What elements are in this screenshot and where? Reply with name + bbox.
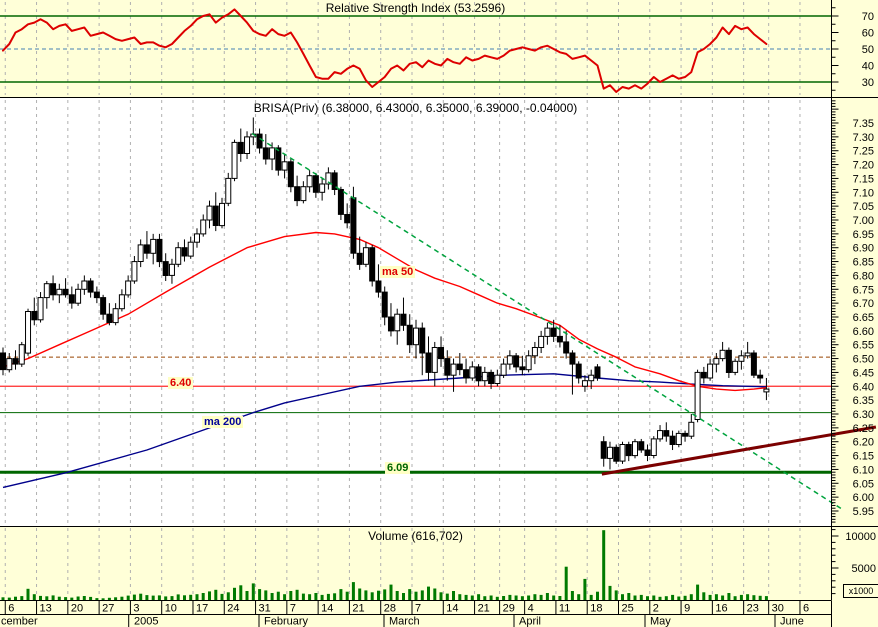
svg-text:7: 7 <box>290 603 296 615</box>
svg-text:6.15: 6.15 <box>853 451 874 463</box>
svg-text:24: 24 <box>227 603 239 615</box>
svg-text:4: 4 <box>528 603 534 615</box>
svg-text:14: 14 <box>446 603 458 615</box>
svg-text:6.70: 6.70 <box>853 298 874 310</box>
svg-text:7.15: 7.15 <box>853 173 874 185</box>
svg-text:6.80: 6.80 <box>853 270 874 282</box>
svg-text:25: 25 <box>621 603 633 615</box>
svg-text:6.25: 6.25 <box>853 423 874 435</box>
svg-text:7.00: 7.00 <box>853 215 874 227</box>
support-640-label: 6.40 <box>168 377 194 389</box>
svg-text:9: 9 <box>684 603 690 615</box>
svg-text:6.00: 6.00 <box>853 492 874 504</box>
svg-text:May: May <box>650 616 671 627</box>
svg-text:2: 2 <box>653 603 659 615</box>
svg-text:10: 10 <box>165 603 177 615</box>
svg-text:16: 16 <box>715 603 727 615</box>
svg-text:20: 20 <box>71 603 83 615</box>
svg-text:31: 31 <box>259 603 271 615</box>
svg-text:6.95: 6.95 <box>853 229 874 241</box>
svg-text:17: 17 <box>196 603 208 615</box>
svg-text:6.60: 6.60 <box>853 326 874 338</box>
volume-scale-label: x1000 <box>843 584 878 598</box>
svg-text:7.20: 7.20 <box>853 160 874 172</box>
svg-text:30: 30 <box>772 603 784 615</box>
svg-text:6: 6 <box>803 603 809 615</box>
svg-text:7: 7 <box>415 603 421 615</box>
volume-panel-title: Volume (616,702) <box>368 529 463 543</box>
svg-text:13: 13 <box>40 603 52 615</box>
svg-text:7.30: 7.30 <box>853 132 874 144</box>
svg-text:5.95: 5.95 <box>853 506 874 518</box>
svg-text:cember: cember <box>1 616 38 627</box>
svg-text:60: 60 <box>862 28 874 40</box>
svg-text:March: March <box>389 616 420 627</box>
svg-text:6.55: 6.55 <box>853 340 874 352</box>
svg-text:6.50: 6.50 <box>853 354 874 366</box>
price-panel-title: BRISA(Priv) (6.38000, 6.43000, 6.35000, … <box>253 101 578 115</box>
svg-text:14: 14 <box>321 603 333 615</box>
svg-text:June: June <box>780 616 804 627</box>
svg-text:6.30: 6.30 <box>853 409 874 421</box>
svg-text:6.05: 6.05 <box>853 478 874 490</box>
svg-text:27: 27 <box>102 603 114 615</box>
svg-text:11: 11 <box>559 603 570 615</box>
svg-text:6.75: 6.75 <box>853 284 874 296</box>
svg-text:6.10: 6.10 <box>853 464 874 476</box>
svg-text:18: 18 <box>590 603 602 615</box>
svg-text:70: 70 <box>862 11 874 23</box>
svg-text:10000: 10000 <box>845 531 876 543</box>
svg-text:29: 29 <box>503 603 515 615</box>
svg-text:6: 6 <box>8 603 14 615</box>
svg-text:6.40: 6.40 <box>853 381 874 393</box>
svg-text:21: 21 <box>352 603 364 615</box>
svg-text:7.25: 7.25 <box>853 146 874 158</box>
svg-text:6.65: 6.65 <box>853 312 874 324</box>
svg-text:23: 23 <box>747 603 759 615</box>
svg-text:21: 21 <box>478 603 490 615</box>
svg-text:28: 28 <box>384 603 396 615</box>
svg-text:40: 40 <box>862 61 874 73</box>
svg-text:7.10: 7.10 <box>853 187 874 199</box>
ma200-label: ma 200 <box>202 416 244 428</box>
svg-text:2005: 2005 <box>134 616 158 627</box>
svg-text:April: April <box>519 616 541 627</box>
svg-text:6.20: 6.20 <box>853 437 874 449</box>
svg-text:6.90: 6.90 <box>853 243 874 255</box>
svg-text:30: 30 <box>862 77 874 89</box>
rsi-panel-title: Relative Strength Index (53.2596) <box>325 1 506 15</box>
svg-text:6.35: 6.35 <box>853 395 874 407</box>
svg-text:7.05: 7.05 <box>853 201 874 213</box>
svg-text:5000: 5000 <box>852 563 876 575</box>
svg-text:6.85: 6.85 <box>853 257 874 269</box>
svg-text:6.45: 6.45 <box>853 367 874 379</box>
svg-text:7.35: 7.35 <box>853 118 874 130</box>
price-panel-background <box>0 98 831 526</box>
ma50-label: ma 50 <box>380 266 416 278</box>
svg-text:February: February <box>264 616 309 627</box>
svg-text:3: 3 <box>133 603 139 615</box>
svg-text:50: 50 <box>862 44 874 56</box>
support-609-label: 6.09 <box>385 462 411 474</box>
